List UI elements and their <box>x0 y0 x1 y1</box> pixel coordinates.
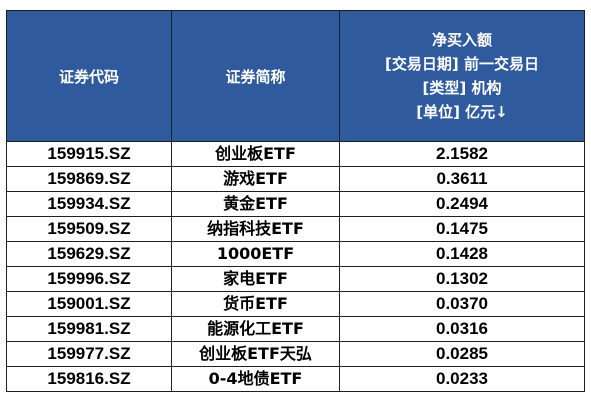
cell-code: 159001.SZ <box>6 291 172 317</box>
cell-net-buy: 0.0370 <box>339 291 585 317</box>
cell-code: 159981.SZ <box>6 316 172 342</box>
cell-code: 159869.SZ <box>6 166 172 192</box>
cell-name: 纳指科技ETF <box>171 216 340 242</box>
cell-net-buy: 0.2494 <box>339 191 585 217</box>
cell-code: 159629.SZ <box>6 241 172 267</box>
header-line-title: 净买入额 <box>431 31 492 49</box>
cell-net-buy: 0.0285 <box>339 341 585 367</box>
cell-code: 159509.SZ <box>6 216 172 242</box>
header-line-unit: [单位] 亿元↓ <box>416 103 508 121</box>
cell-net-buy: 0.1302 <box>339 266 585 292</box>
header-line-date: [交易日期] 前一交易日 <box>385 55 539 73</box>
table-row[interactable]: 159915.SZ 创业板ETF 2.1582 <box>6 141 585 167</box>
cell-net-buy: 0.0316 <box>339 316 585 342</box>
cell-code: 159977.SZ <box>6 341 172 367</box>
net-buy-table: 证券代码 证券简称 净买入额 [交易日期] 前一交易日 [类型] 机构 [单位]… <box>6 10 585 392</box>
cell-name: 家电ETF <box>171 266 340 292</box>
cell-name: 1000ETF <box>171 241 340 267</box>
cell-name: 0-4地债ETF <box>171 366 340 392</box>
cell-net-buy: 2.1582 <box>339 141 585 167</box>
header-line-type: [类型] 机构 <box>422 79 502 97</box>
cell-code: 159915.SZ <box>6 141 172 167</box>
column-header-net-buy[interactable]: 净买入额 [交易日期] 前一交易日 [类型] 机构 [单位] 亿元↓ <box>339 10 585 142</box>
table-row[interactable]: 159001.SZ 货币ETF 0.0370 <box>6 291 585 317</box>
column-header-name[interactable]: 证券简称 <box>171 10 340 142</box>
cell-code: 159816.SZ <box>6 366 172 392</box>
table-row[interactable]: 159816.SZ 0-4地债ETF 0.0233 <box>6 366 585 392</box>
column-header-code[interactable]: 证券代码 <box>6 10 172 142</box>
cell-code: 159934.SZ <box>6 191 172 217</box>
cell-name: 创业板ETF天弘 <box>171 341 340 367</box>
cell-net-buy: 0.3611 <box>339 166 585 192</box>
cell-name: 货币ETF <box>171 291 340 317</box>
cell-net-buy: 0.0233 <box>339 366 585 392</box>
table-row[interactable]: 159977.SZ 创业板ETF天弘 0.0285 <box>6 341 585 367</box>
table-row[interactable]: 159981.SZ 能源化工ETF 0.0316 <box>6 316 585 342</box>
cell-name: 游戏ETF <box>171 166 340 192</box>
cell-net-buy: 0.1475 <box>339 216 585 242</box>
cell-name: 创业板ETF <box>171 141 340 167</box>
cell-net-buy: 0.1428 <box>339 241 585 267</box>
table-row[interactable]: 159996.SZ 家电ETF 0.1302 <box>6 266 585 292</box>
table-row[interactable]: 159869.SZ 游戏ETF 0.3611 <box>6 166 585 192</box>
cell-name: 黄金ETF <box>171 191 340 217</box>
table-row[interactable]: 159629.SZ 1000ETF 0.1428 <box>6 241 585 267</box>
table-header-row: 证券代码 证券简称 净买入额 [交易日期] 前一交易日 [类型] 机构 [单位]… <box>6 10 585 142</box>
cell-name: 能源化工ETF <box>171 316 340 342</box>
table-row[interactable]: 159509.SZ 纳指科技ETF 0.1475 <box>6 216 585 242</box>
table-row[interactable]: 159934.SZ 黄金ETF 0.2494 <box>6 191 585 217</box>
cell-code: 159996.SZ <box>6 266 172 292</box>
